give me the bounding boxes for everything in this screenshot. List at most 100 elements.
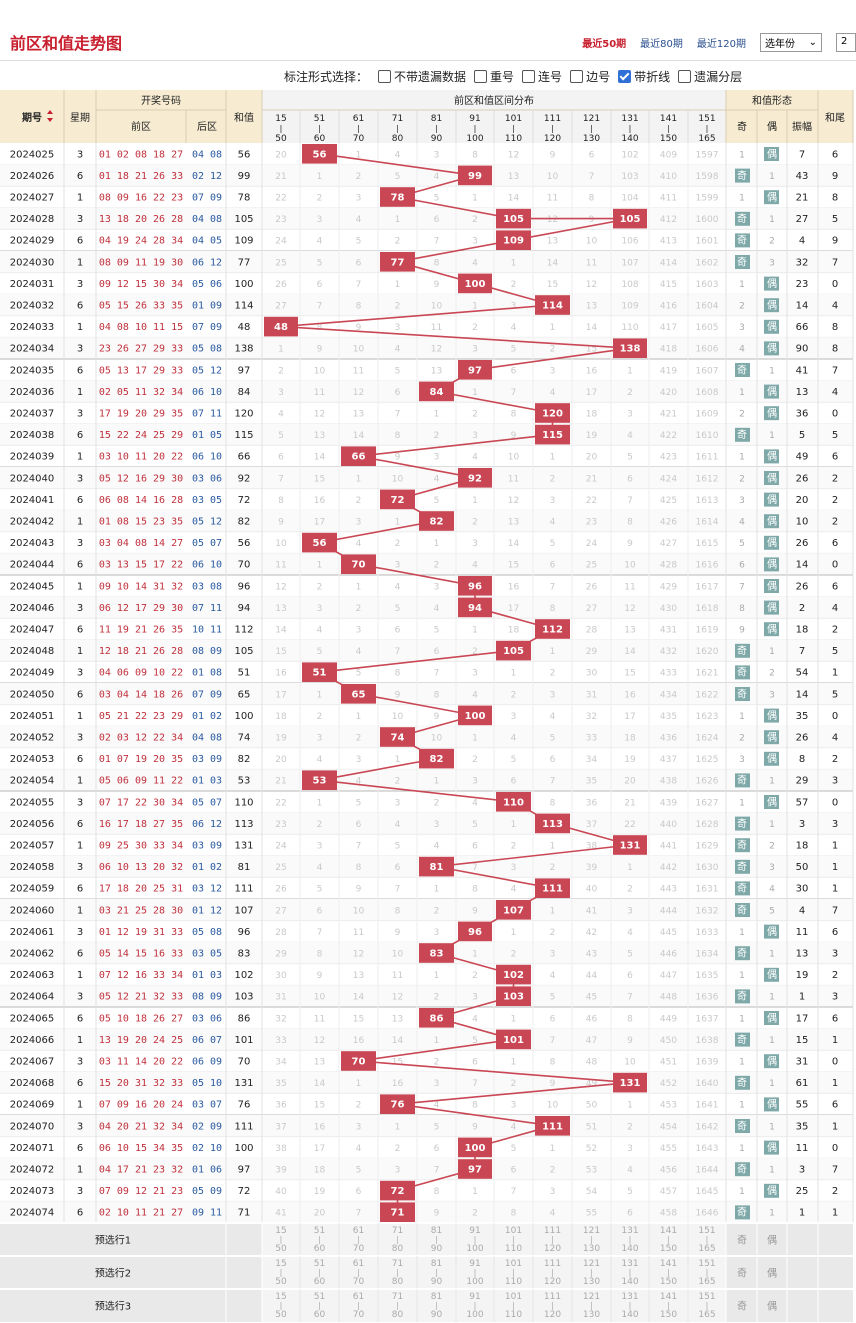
sum-hit-cell	[419, 856, 454, 877]
omission-value: 48	[586, 1058, 598, 1068]
link-last-120[interactable]: 最近120期	[696, 38, 746, 50]
preselect-odd: 奇	[737, 1234, 747, 1247]
even-omission: 1	[769, 777, 775, 787]
front-balls: 02 05 11 32 34	[99, 387, 183, 398]
row-bg	[0, 553, 853, 575]
amplitude-value: 29	[796, 776, 809, 787]
link-last-50[interactable]: 最近50期	[582, 38, 627, 50]
omission-value: 3	[627, 906, 633, 916]
omission-value: 1	[356, 474, 362, 484]
omission-value: 1	[434, 410, 440, 420]
omission-value: 11	[431, 323, 442, 333]
issue-number: 2024030	[10, 257, 55, 268]
checkbox-icon[interactable]	[678, 69, 692, 83]
omission-value: 1	[395, 1122, 401, 1132]
even-badge-label: 偶	[767, 968, 777, 981]
page-select[interactable]: 2	[836, 32, 856, 52]
amplitude-value: 7	[799, 149, 805, 160]
preselect-range-low: 101	[505, 1292, 522, 1302]
front-balls: 04 20 21 32 34	[99, 1121, 183, 1132]
omission-value: 45	[586, 993, 597, 1003]
checkbox-icon[interactable]	[522, 69, 536, 83]
tail-value: 2	[832, 754, 838, 765]
omission-value: 7	[395, 647, 401, 657]
preselect-range-sep: |	[396, 1268, 399, 1277]
link-last-80[interactable]: 最近80期	[640, 38, 683, 50]
row-bg	[0, 251, 853, 273]
omission-value: 24	[275, 237, 287, 247]
front-balls: 15 20 31 32 33	[99, 1078, 183, 1089]
row-bg	[0, 639, 853, 662]
sum-value: 70	[238, 560, 251, 571]
opt-repeat[interactable]: 重号	[474, 68, 514, 85]
front-balls: 05 12 16 29 30	[99, 473, 183, 484]
omission-value: 6	[278, 453, 284, 463]
omission-value: 4	[356, 539, 362, 549]
even-badge	[764, 1054, 779, 1069]
preselect-range-sep: |	[280, 1268, 283, 1277]
back-balls: 01 03	[192, 970, 222, 981]
amplitude-value: 36	[796, 409, 809, 420]
opt-consecutive[interactable]: 连号	[522, 68, 562, 85]
omission-value: 5	[627, 1187, 633, 1197]
back-balls: 03 08	[192, 581, 222, 592]
omission-value: 455	[660, 1144, 677, 1154]
omission-value: 1624	[696, 734, 719, 744]
omission-value: 20	[624, 777, 636, 787]
sum-hit-cell	[535, 813, 570, 834]
omission-value: 1	[434, 885, 440, 895]
checkbox-checked-icon[interactable]	[618, 69, 632, 83]
back-balls: 05 07	[192, 538, 222, 549]
weekday: 3	[77, 279, 83, 290]
odd-badge	[735, 989, 750, 1004]
omission-value: 5	[550, 539, 556, 549]
tail-value: 2	[832, 970, 838, 981]
tail-value: 4	[832, 387, 838, 398]
omission-value: 9	[434, 712, 440, 722]
omission-value: 8	[317, 323, 323, 333]
omission-value: 1631	[696, 885, 719, 895]
col-header-weekday: 星期	[70, 112, 90, 124]
sum-hit-cell	[341, 554, 376, 574]
weekday: 6	[77, 365, 83, 376]
omission-value: 2	[550, 345, 556, 355]
omission-value: 4	[434, 1101, 440, 1111]
omission-value: 5	[395, 172, 401, 182]
omission-value: 20	[275, 755, 287, 765]
preselect-range-low: 111	[544, 1226, 561, 1236]
opt-edge[interactable]: 边号	[570, 68, 610, 85]
omission-value: 1	[395, 280, 401, 290]
sum-hit-value: 94	[468, 603, 482, 614]
checkbox-icon[interactable]	[378, 69, 392, 83]
preselect-range-sep: |	[435, 1235, 438, 1244]
omission-value: 11	[624, 582, 635, 592]
omission-value: 9	[356, 323, 362, 333]
checkbox-icon[interactable]	[570, 69, 584, 83]
omission-value: 1620	[696, 647, 719, 657]
odd-omission: 1	[739, 971, 745, 981]
back-balls: 08 09	[192, 992, 222, 1003]
sum-value: 78	[238, 193, 251, 204]
opt-layered[interactable]: 遗漏分层	[678, 68, 742, 85]
omission-value: 13	[275, 604, 286, 614]
omission-value: 11	[314, 1014, 325, 1024]
amplitude-value: 35	[796, 711, 809, 722]
amplitude-value: 90	[796, 344, 809, 355]
year-select[interactable]: 选年份 ⌄	[760, 32, 822, 52]
issue-number: 2024048	[10, 646, 55, 657]
omission-value: 2	[627, 885, 633, 895]
odd-badge-label: 奇	[737, 1076, 747, 1089]
omission-value: 9	[627, 1036, 633, 1046]
omission-value: 108	[621, 280, 638, 290]
opt-no-omission[interactable]: 不带遗漏数据	[378, 68, 466, 85]
amplitude-value: 26	[796, 473, 809, 484]
sum-hit-value: 111	[542, 884, 563, 895]
opt-polyline[interactable]: 带折线	[618, 68, 670, 85]
sum-hit-value: 66	[352, 452, 366, 463]
omission-value: 432	[660, 647, 677, 657]
sum-hit-value: 114	[542, 301, 563, 312]
tail-value: 1	[832, 862, 838, 873]
sum-value: 56	[238, 538, 251, 549]
omission-value: 3	[395, 561, 401, 571]
checkbox-icon[interactable]	[474, 69, 488, 83]
